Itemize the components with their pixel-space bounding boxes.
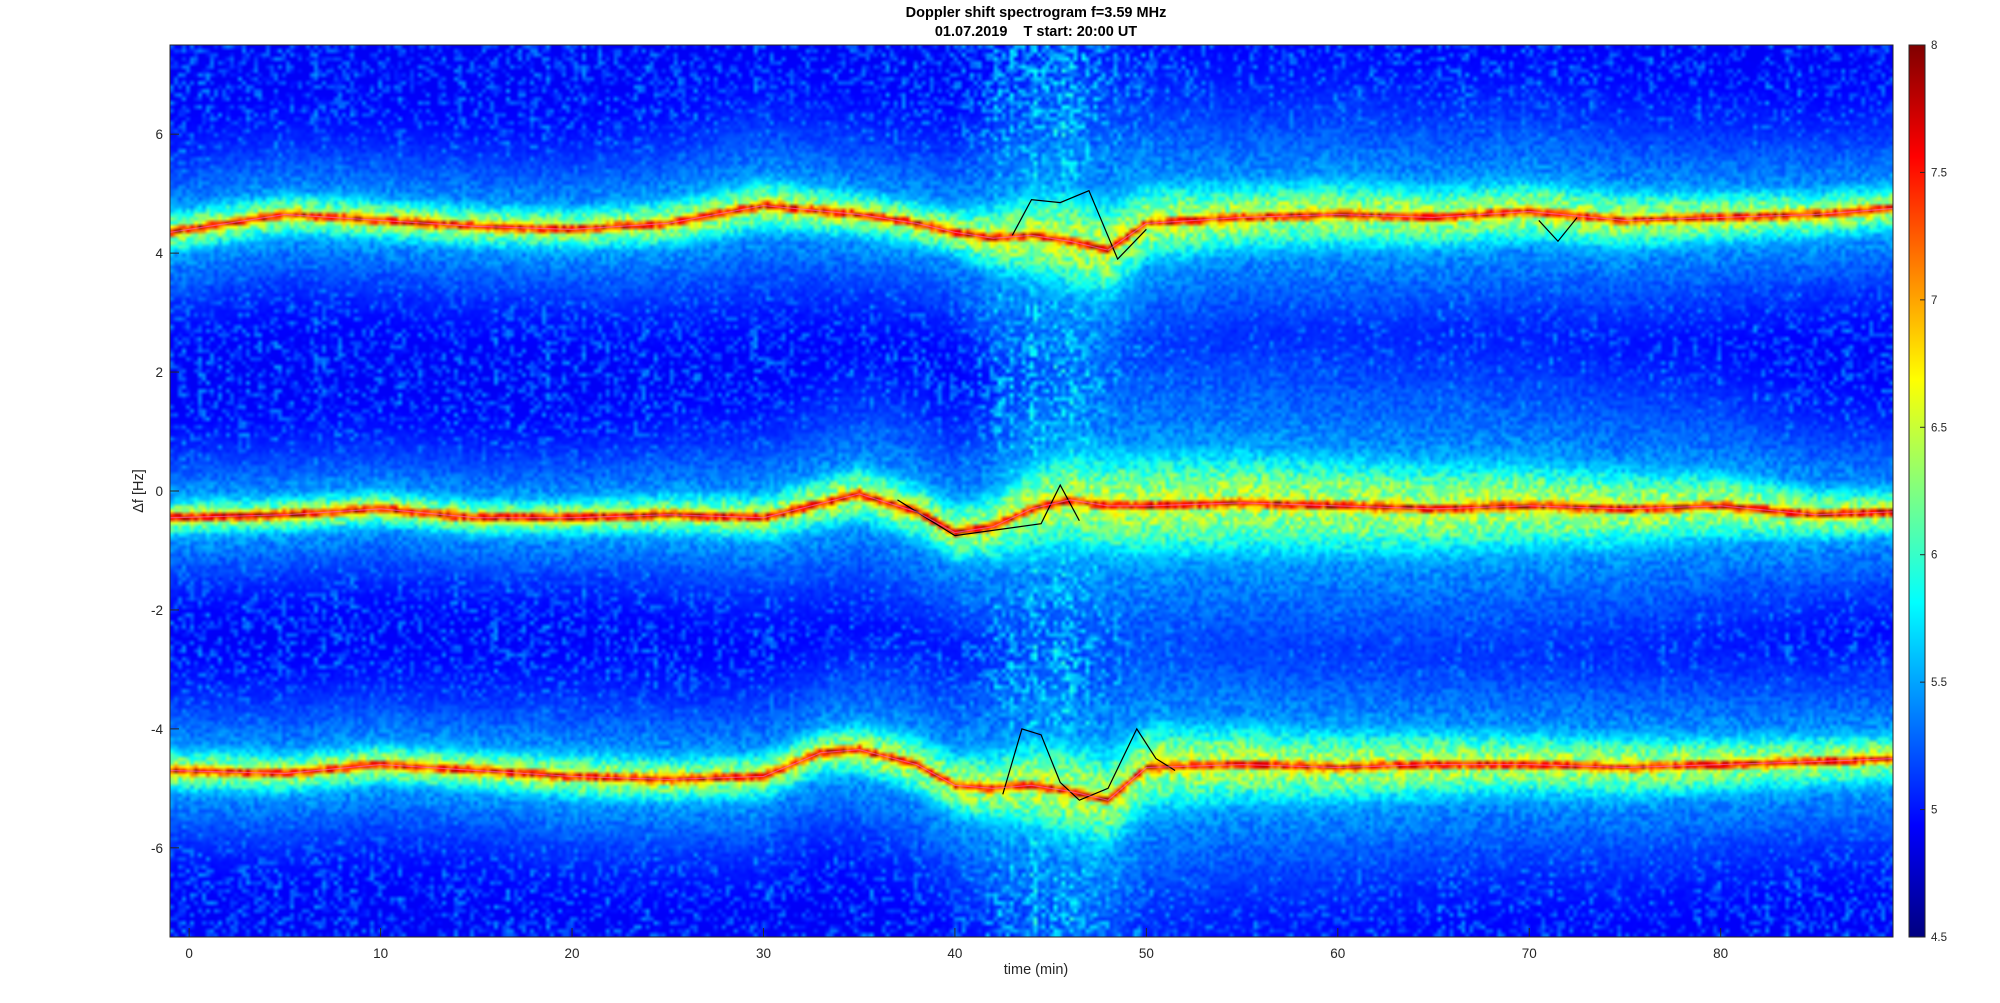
colorbar-tick-label: 7.5 — [1931, 167, 1947, 179]
trace-line-1 — [169, 493, 1894, 534]
track-upper-2-line — [1538, 217, 1578, 243]
y-tick-label: 2 — [155, 365, 163, 380]
track-middle-line — [897, 483, 1080, 537]
colorbar-ticks: 4.5 5 5.5 6 6.5 7 7.5 8 — [1920, 40, 1947, 944]
y-tick-label: -2 — [151, 603, 163, 618]
x-tick-label: 40 — [947, 946, 962, 961]
y-tick-label: -6 — [151, 841, 163, 856]
x-tick-label: 30 — [756, 946, 771, 961]
colorbar-tick-label: 7 — [1931, 295, 1937, 307]
colorbar-tick-label: 6.5 — [1931, 422, 1947, 434]
track-upper-line — [1011, 189, 1147, 261]
colorbar-tick-label: 6 — [1931, 550, 1937, 562]
colorbar-tick-label: 8 — [1931, 40, 1937, 52]
trace-line-2 — [169, 749, 1894, 801]
y-tick-label: 0 — [155, 484, 163, 499]
overlay-layer — [169, 189, 1894, 801]
heatmap-image-holder — [170, 45, 1893, 937]
x-tick-label: 60 — [1330, 946, 1345, 961]
y-axis: -6 -4 -2 0 2 4 6 — [151, 127, 179, 856]
trace-line-0 — [169, 204, 1894, 251]
plot-area — [169, 44, 1894, 938]
chart-subtitle: 01.07.2019 T start: 20:00 UT — [935, 24, 1137, 40]
y-tick-label: 4 — [155, 246, 163, 261]
y-axis-label: Δf [Hz] — [131, 469, 147, 513]
colorbar-tick-label: 5.5 — [1931, 677, 1947, 689]
x-tick-label: 50 — [1139, 946, 1154, 961]
colorbar-tick-label: 5 — [1931, 805, 1937, 817]
y-tick-label: -4 — [151, 722, 163, 737]
spectrogram-heatmap — [170, 45, 1893, 937]
x-axis: 0 10 20 30 40 50 60 70 80 — [185, 928, 1728, 961]
colorbar-tick-label: 4.5 — [1931, 932, 1947, 944]
chart-title: Doppler shift spectrogram f=3.59 MHz — [906, 5, 1167, 21]
colorbar-scale — [1908, 44, 1926, 938]
y-tick-label: 6 — [155, 127, 163, 142]
x-tick-label: 80 — [1713, 946, 1728, 961]
colorbar: 4.5 5 5.5 6 6.5 7 7.5 8 — [1908, 40, 1947, 944]
x-tick-label: 20 — [565, 946, 580, 961]
x-axis-label: time (min) — [1004, 962, 1068, 978]
x-tick-label: 70 — [1522, 946, 1537, 961]
track-lower-line — [1002, 727, 1176, 801]
x-tick-label: 10 — [373, 946, 388, 961]
x-tick-label: 0 — [185, 946, 193, 961]
